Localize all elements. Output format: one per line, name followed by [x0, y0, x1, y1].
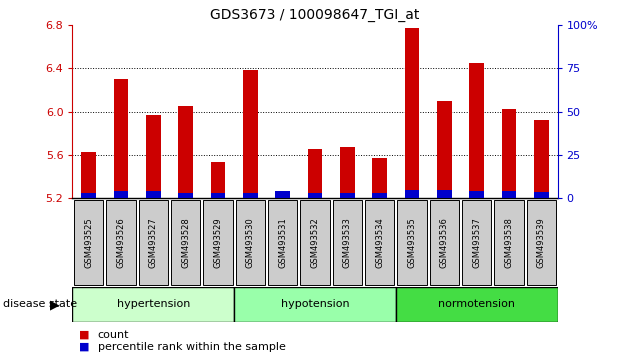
Title: GDS3673 / 100098647_TGI_at: GDS3673 / 100098647_TGI_at	[210, 8, 420, 22]
Bar	[146, 191, 161, 198]
Text: GSM493532: GSM493532	[311, 217, 319, 268]
Bar	[340, 147, 355, 198]
FancyBboxPatch shape	[234, 287, 396, 322]
FancyBboxPatch shape	[333, 200, 362, 285]
Bar	[469, 191, 484, 198]
Text: GSM493537: GSM493537	[472, 217, 481, 268]
Bar	[81, 152, 96, 198]
Text: GSM493526: GSM493526	[117, 217, 125, 268]
FancyBboxPatch shape	[396, 287, 558, 322]
Text: disease state: disease state	[3, 299, 77, 309]
Bar	[178, 106, 193, 198]
Bar	[404, 190, 420, 198]
FancyBboxPatch shape	[236, 200, 265, 285]
Text: normotension: normotension	[438, 299, 515, 309]
FancyBboxPatch shape	[203, 200, 232, 285]
FancyBboxPatch shape	[72, 287, 234, 322]
FancyBboxPatch shape	[495, 200, 524, 285]
Bar	[275, 191, 290, 198]
Text: GSM493531: GSM493531	[278, 217, 287, 268]
Bar	[501, 191, 517, 198]
Text: hypertension: hypertension	[117, 299, 190, 309]
Text: GSM493538: GSM493538	[505, 217, 513, 268]
Bar	[437, 190, 452, 198]
Bar	[340, 193, 355, 198]
Text: GSM493530: GSM493530	[246, 217, 255, 268]
Bar	[243, 70, 258, 198]
FancyBboxPatch shape	[106, 200, 135, 285]
FancyBboxPatch shape	[171, 200, 200, 285]
Bar	[113, 79, 129, 198]
Bar	[81, 193, 96, 198]
Text: ■: ■	[79, 342, 89, 352]
FancyBboxPatch shape	[268, 200, 297, 285]
Text: GSM493533: GSM493533	[343, 217, 352, 268]
FancyBboxPatch shape	[365, 200, 394, 285]
Bar	[404, 28, 420, 198]
Text: GSM493536: GSM493536	[440, 217, 449, 268]
Text: GSM493539: GSM493539	[537, 217, 546, 268]
Bar	[372, 158, 387, 198]
Text: GSM493528: GSM493528	[181, 217, 190, 268]
Bar	[243, 193, 258, 198]
Text: percentile rank within the sample: percentile rank within the sample	[98, 342, 285, 352]
Bar	[275, 191, 290, 198]
Bar	[469, 63, 484, 198]
Bar	[210, 193, 226, 198]
Text: ▶: ▶	[50, 298, 60, 311]
Bar	[372, 193, 387, 198]
Text: GSM493527: GSM493527	[149, 217, 158, 268]
Bar	[178, 193, 193, 198]
FancyBboxPatch shape	[462, 200, 491, 285]
Bar	[113, 191, 129, 198]
Text: GSM493534: GSM493534	[375, 217, 384, 268]
FancyBboxPatch shape	[430, 200, 459, 285]
Text: count: count	[98, 330, 129, 339]
Bar	[534, 120, 549, 198]
Text: hypotension: hypotension	[281, 299, 349, 309]
Bar	[307, 149, 323, 198]
FancyBboxPatch shape	[527, 200, 556, 285]
Bar	[501, 109, 517, 198]
Bar	[534, 192, 549, 198]
Bar	[437, 101, 452, 198]
FancyBboxPatch shape	[74, 200, 103, 285]
Text: GSM493529: GSM493529	[214, 217, 222, 268]
FancyBboxPatch shape	[398, 200, 427, 285]
Bar	[210, 162, 226, 198]
Text: GSM493525: GSM493525	[84, 217, 93, 268]
Text: GSM493535: GSM493535	[408, 217, 416, 268]
FancyBboxPatch shape	[139, 200, 168, 285]
FancyBboxPatch shape	[301, 200, 329, 285]
Bar	[146, 115, 161, 198]
Text: ■: ■	[79, 330, 89, 339]
Bar	[307, 193, 323, 198]
